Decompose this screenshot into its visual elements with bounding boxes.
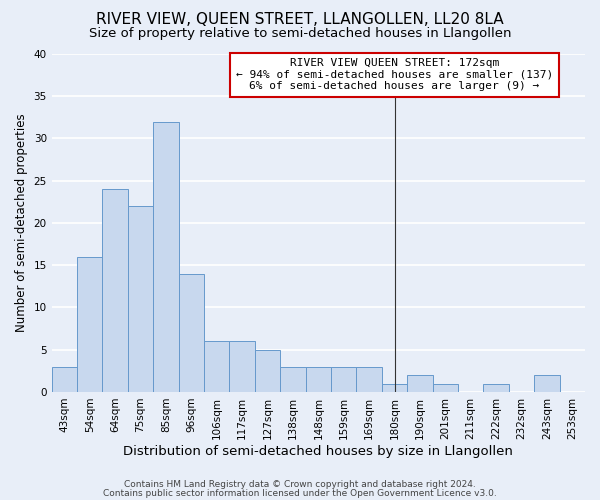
Bar <box>103 189 128 392</box>
Bar <box>128 206 153 392</box>
Bar <box>179 274 204 392</box>
Text: Size of property relative to semi-detached houses in Llangollen: Size of property relative to semi-detach… <box>89 28 511 40</box>
Bar <box>229 342 255 392</box>
Bar <box>255 350 280 392</box>
Text: Contains HM Land Registry data © Crown copyright and database right 2024.: Contains HM Land Registry data © Crown c… <box>124 480 476 489</box>
Text: RIVER VIEW QUEEN STREET: 172sqm
← 94% of semi-detached houses are smaller (137)
: RIVER VIEW QUEEN STREET: 172sqm ← 94% of… <box>236 58 553 92</box>
Bar <box>382 384 407 392</box>
Bar <box>204 342 229 392</box>
Bar <box>153 122 179 392</box>
Bar <box>433 384 458 392</box>
Bar <box>77 257 103 392</box>
Y-axis label: Number of semi-detached properties: Number of semi-detached properties <box>15 114 28 332</box>
Bar <box>331 366 356 392</box>
Bar <box>484 384 509 392</box>
Bar <box>534 375 560 392</box>
Bar <box>280 366 305 392</box>
Bar <box>407 375 433 392</box>
Bar <box>305 366 331 392</box>
Bar <box>356 366 382 392</box>
Text: RIVER VIEW, QUEEN STREET, LLANGOLLEN, LL20 8LA: RIVER VIEW, QUEEN STREET, LLANGOLLEN, LL… <box>96 12 504 28</box>
X-axis label: Distribution of semi-detached houses by size in Llangollen: Distribution of semi-detached houses by … <box>124 444 513 458</box>
Text: Contains public sector information licensed under the Open Government Licence v3: Contains public sector information licen… <box>103 489 497 498</box>
Bar <box>52 366 77 392</box>
